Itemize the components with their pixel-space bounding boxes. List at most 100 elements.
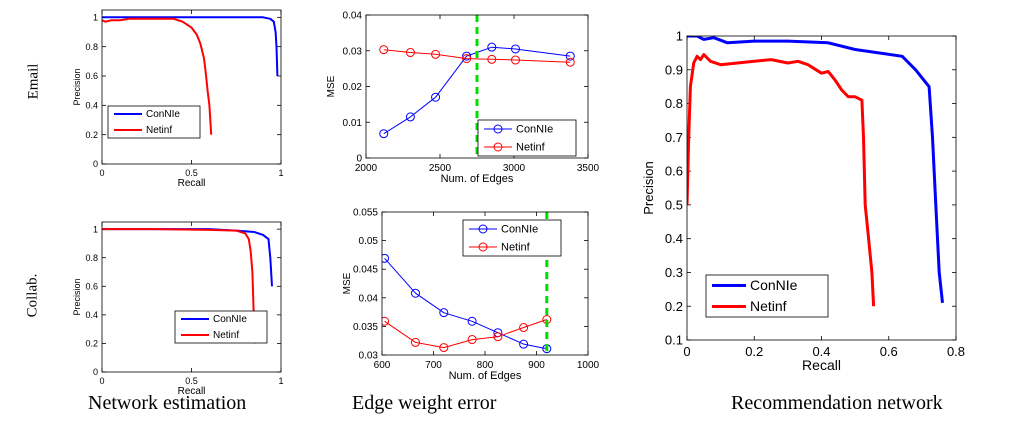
legend-label-connie: ConNIe — [213, 314, 247, 325]
y-tick-label: 0.4 — [85, 100, 98, 110]
data-point-netinf — [462, 54, 472, 64]
y-tick-label: 0.1 — [665, 333, 683, 348]
row-label-email: Email — [25, 63, 42, 100]
data-point-connie — [405, 112, 415, 122]
y-tick-label: 0 — [93, 159, 98, 169]
series-group — [102, 228, 273, 344]
y-tick-label: 0.03 — [343, 46, 363, 57]
legend-marker-connie — [478, 224, 488, 234]
legend: ConNIe Netinf — [462, 219, 562, 257]
x-tick-label: 0.5 — [185, 376, 198, 386]
plot-frame — [101, 221, 282, 373]
chart-email-pr: 0 0.5 1 0 0.2 0.4 0.6 0.8 1 Recall Precision ConNIe… — [72, 9, 284, 189]
legend-label-connie: ConNIe — [501, 224, 538, 236]
plot-frame — [365, 14, 589, 159]
x-tick-label: 0 — [99, 168, 104, 178]
x-tick-label: 0 — [99, 376, 104, 386]
row-label-collab: Collab. — [24, 273, 41, 318]
data-point-connie — [519, 339, 529, 349]
legend-box — [477, 119, 577, 157]
data-point-connie — [379, 129, 389, 139]
series-group — [379, 15, 575, 158]
series-line-connie — [102, 16, 279, 77]
x-axis-label: Recall — [178, 386, 206, 397]
y-axis-label: Precision — [72, 68, 82, 105]
legend-marker-netinf — [493, 142, 503, 152]
caption-network-estimation: Network estimation — [88, 392, 247, 414]
data-point-connie — [467, 316, 477, 326]
y-tick-label: 0.045 — [353, 265, 378, 276]
legend: ConNIe Netinf — [174, 310, 268, 344]
y-tick-label: 1 — [676, 29, 683, 44]
chart-collab-mse: 600 700 800 900 1000 0.03 0.035 0.04 0.045 0.05 0.… — [342, 208, 600, 383]
legend-box — [107, 105, 201, 139]
y-tick-label: 0.6 — [665, 164, 683, 179]
legend-label-netinf: Netinf — [516, 142, 546, 154]
x-tick-label: 3500 — [577, 163, 600, 174]
x-tick-label: 3000 — [503, 163, 526, 174]
x-tick-label: 0.8 — [947, 344, 965, 359]
y-tick-label: 1 — [93, 224, 98, 234]
data-point-connie — [487, 42, 497, 52]
y-tick-label: 0.02 — [343, 82, 363, 93]
series-line-connie — [384, 257, 547, 350]
y-tick-label: 0.7 — [665, 130, 683, 145]
x-tick-label: 0 — [683, 344, 690, 359]
legend-label-connie: ConNIe — [146, 109, 180, 120]
y-tick-label: 0.8 — [85, 253, 98, 263]
legend-box — [462, 219, 562, 257]
x-axis-label: Recall — [802, 357, 841, 373]
y-tick-label: 0.04 — [343, 11, 363, 22]
series-line-netinf — [384, 319, 547, 349]
x-axis-label: Num. of Edges — [449, 370, 522, 382]
x-tick-label: 2000 — [355, 163, 378, 174]
data-point-netinf — [493, 332, 503, 342]
data-point-netinf — [439, 343, 449, 353]
legend: ConNIe Netinf — [107, 105, 201, 139]
legend-label-netinf: Netinf — [146, 125, 172, 136]
x-tick-label: 0.2 — [745, 344, 763, 359]
data-point-connie — [431, 92, 441, 102]
y-tick-label: 0.9 — [665, 62, 683, 77]
legend-marker-connie — [493, 124, 503, 134]
data-point-netinf — [382, 316, 390, 326]
data-point-netinf — [379, 45, 389, 55]
y-tick-label: 0.2 — [85, 130, 98, 140]
data-point-netinf — [431, 49, 441, 59]
y-tick-label: 0.3 — [665, 265, 683, 280]
plot-area — [102, 222, 281, 372]
data-point-netinf — [467, 335, 477, 345]
x-axis-label: Recall — [178, 178, 206, 189]
data-point-connie — [462, 51, 472, 61]
series-group — [687, 36, 944, 307]
series-group — [382, 212, 552, 355]
data-point-connie — [410, 288, 420, 298]
y-tick-label: 0.03 — [359, 351, 379, 362]
data-point-netinf — [405, 48, 415, 58]
x-tick-label: 700 — [425, 360, 442, 371]
data-point-netinf — [510, 55, 520, 65]
data-point-connie — [382, 253, 390, 263]
series-line-netinf — [102, 17, 213, 135]
plot-frame — [381, 211, 589, 356]
plot-frame — [101, 9, 282, 165]
y-tick-label: 0.5 — [665, 197, 683, 212]
x-tick-label: 900 — [528, 360, 545, 371]
y-tick-label: 0.8 — [85, 42, 98, 52]
legend-marker-netinf — [478, 242, 488, 252]
data-point-connie — [439, 308, 449, 318]
y-tick-label: 0.035 — [353, 322, 378, 333]
x-tick-label: 0.5 — [185, 168, 198, 178]
legend-label-connie: ConNIe — [750, 277, 798, 293]
chart-email-mse: 2000 2500 3000 3500 0 0.01 0.02 0.03 0.04 Num. of… — [326, 11, 600, 186]
legend-box — [705, 274, 829, 318]
y-axis-label: MSE — [342, 272, 353, 294]
series-line-netinf — [687, 53, 876, 307]
x-tick-label: 1 — [278, 376, 283, 386]
y-tick-label: 0.01 — [343, 118, 363, 129]
legend: ConNIe Netinf — [705, 274, 829, 318]
x-tick-label: 1 — [278, 168, 283, 178]
legend-label-netinf: Netinf — [213, 330, 239, 341]
